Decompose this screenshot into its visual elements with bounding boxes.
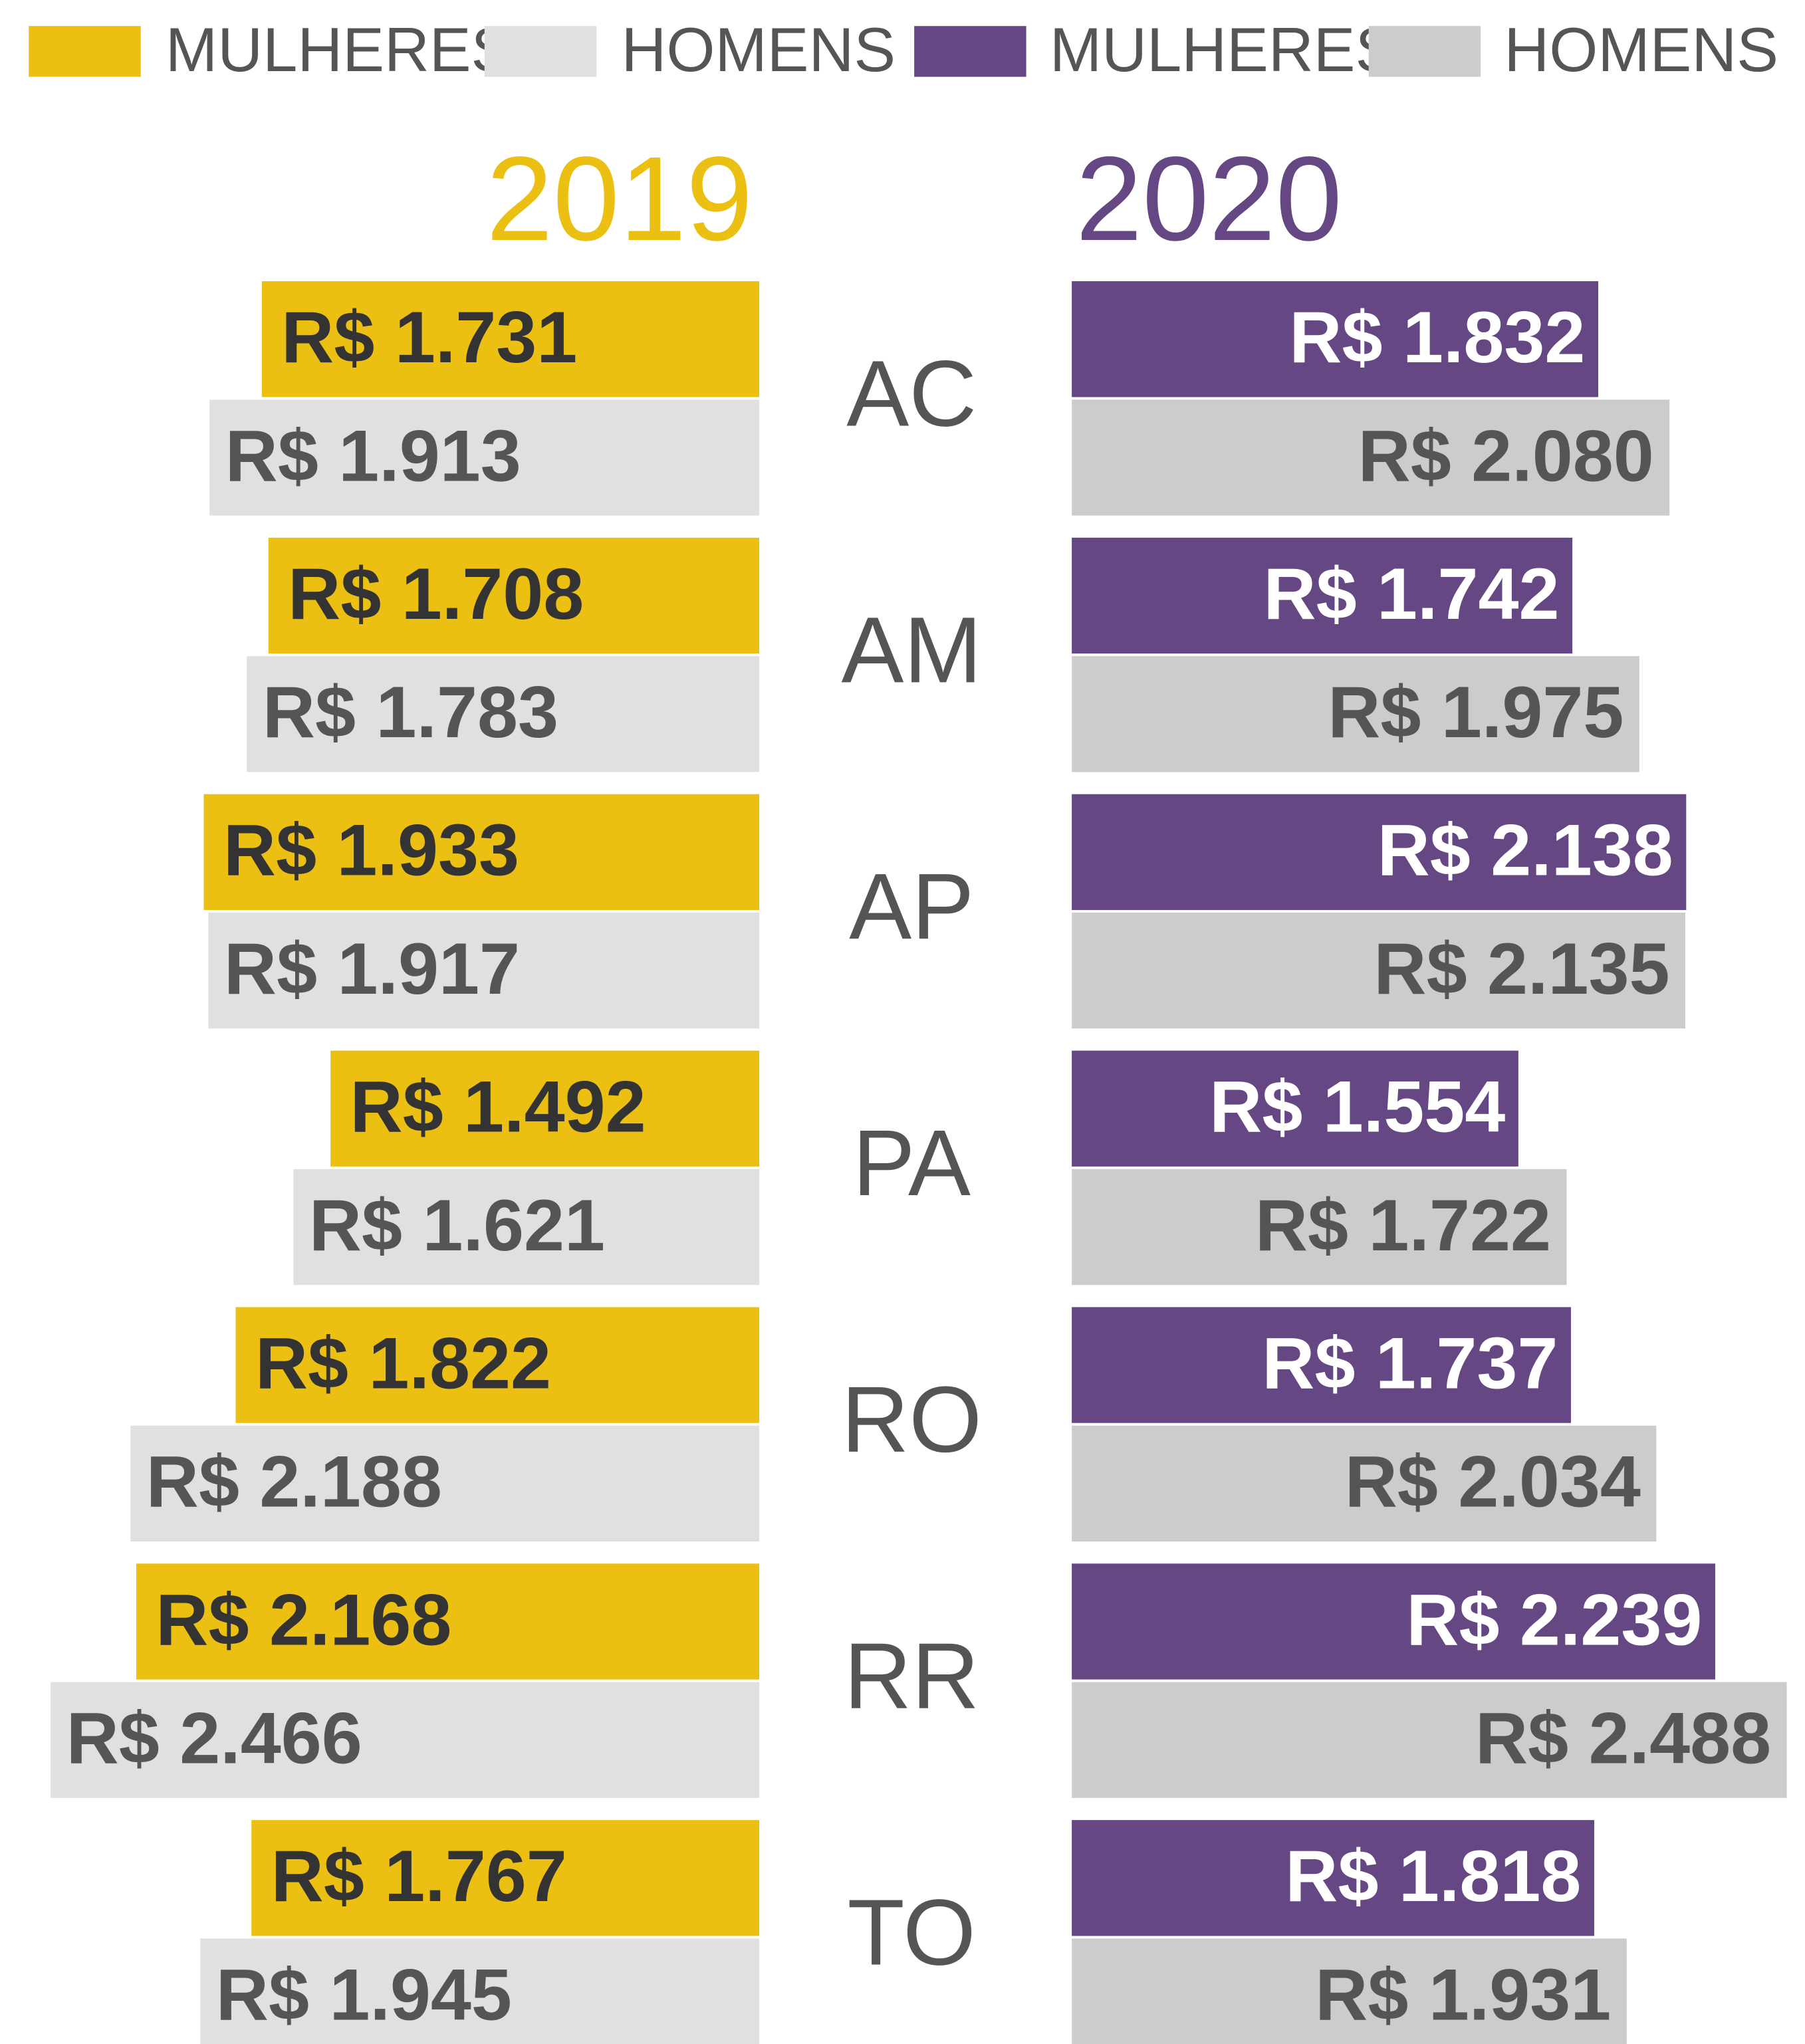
bar [261,281,760,397]
bar [1072,399,1670,516]
bar [1072,1050,1518,1167]
value-label: R$ 1.822 [255,1323,551,1404]
panel-title: 2019 [486,132,753,266]
legend-swatch [1368,26,1481,77]
bar [208,912,760,1029]
category-label: TO [848,1880,976,1985]
bar [136,1563,760,1680]
bar [251,1820,760,1936]
bar [247,656,760,772]
bar [1072,912,1685,1029]
category-label: RR [844,1623,979,1728]
value-label: R$ 1.975 [1328,672,1624,753]
value-label: R$ 1.742 [1263,554,1559,635]
value-label: R$ 1.917 [224,929,520,1010]
bar [1072,1307,1571,1423]
value-label: R$ 1.832 [1289,297,1585,378]
value-label: R$ 1.737 [1262,1323,1558,1404]
value-label: R$ 2.080 [1358,415,1654,497]
value-label: R$ 1.783 [263,672,558,753]
bar [1072,1169,1567,1286]
value-label: R$ 1.554 [1209,1067,1505,1148]
bar [1072,794,1687,911]
value-label: R$ 1.722 [1255,1185,1551,1266]
bar [51,1682,760,1798]
category-label: AM [841,597,982,702]
value-label: R$ 2.239 [1406,1579,1702,1660]
value-label: R$ 1.945 [216,1954,512,2035]
bar [203,794,760,911]
value-label: R$ 1.621 [309,1185,605,1266]
panel-title: 2020 [1076,132,1342,266]
legend-label: HOMENS [1504,15,1778,84]
category-label: PA [852,1110,971,1215]
legend-swatch [484,26,597,77]
value-label: R$ 1.931 [1315,1954,1611,2035]
bar [130,1425,760,1541]
value-label: R$ 2.034 [1345,1442,1641,1523]
bar [1072,537,1573,654]
value-label: R$ 2.138 [1378,810,1673,891]
category-label: AP [849,853,974,959]
bar [1072,656,1639,772]
legend-label: HOMENS [621,15,896,84]
bar [1072,1820,1594,1936]
bar [235,1307,760,1423]
legend-swatch [29,26,141,77]
value-label: R$ 1.767 [271,1836,567,1917]
value-label: R$ 2.135 [1374,929,1669,1010]
legend-label: MULHERES [1050,15,1397,84]
value-label: R$ 1.818 [1285,1836,1581,1917]
category-label: AC [846,340,977,445]
bar [1072,1563,1715,1680]
value-label: R$ 2.488 [1475,1698,1771,1779]
bar [268,537,760,654]
bar [1072,281,1599,397]
value-label: R$ 2.188 [146,1442,442,1523]
bar [209,399,760,516]
value-label: R$ 1.933 [223,810,519,891]
bar [293,1169,760,1286]
bar [1072,1682,1787,1798]
bar [1072,1425,1657,1541]
bar [330,1050,760,1167]
value-label: R$ 2.168 [156,1579,451,1660]
value-label: R$ 1.731 [281,297,577,378]
legend-swatch [914,26,1026,77]
value-label: R$ 1.913 [225,415,521,497]
legend-label: MULHERES [166,15,513,84]
category-label: RO [841,1367,982,1472]
value-label: R$ 1.708 [288,554,584,635]
bar [200,1938,760,2044]
bar [1072,1938,1627,2044]
value-label: R$ 2.466 [66,1698,362,1779]
value-label: R$ 1.492 [350,1067,646,1148]
